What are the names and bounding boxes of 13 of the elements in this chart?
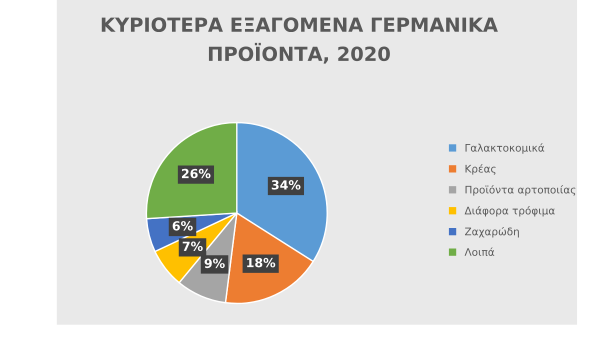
data-label: 7% [182, 242, 203, 251]
data-label: 9% [204, 258, 225, 268]
data-label: 26% [182, 168, 211, 178]
data-label: 18% [247, 258, 276, 268]
chart-title: ΚΥΡΙΟΤΕΡΑ ΕΞΑΓΟΜΕΝΑ ΓΕΡΜΑΝΙΚΑ ΠΡΟΪΟΝΤΑ, 2020 [102, 17, 498, 64]
legend-label: Λοιπά [464, 247, 494, 256]
data-label: 34% [272, 180, 300, 190]
legend-label: Προϊόντα αρτοποιίας [466, 185, 576, 196]
legend-label: Γαλακτοκομικά [466, 143, 544, 154]
legend-label: Ζαχαρώδη [465, 226, 519, 238]
data-label: 6% [172, 221, 193, 231]
legend-label: Διάφορα τρόφιμα [464, 206, 555, 217]
legend-label: Κρέας [466, 164, 496, 175]
